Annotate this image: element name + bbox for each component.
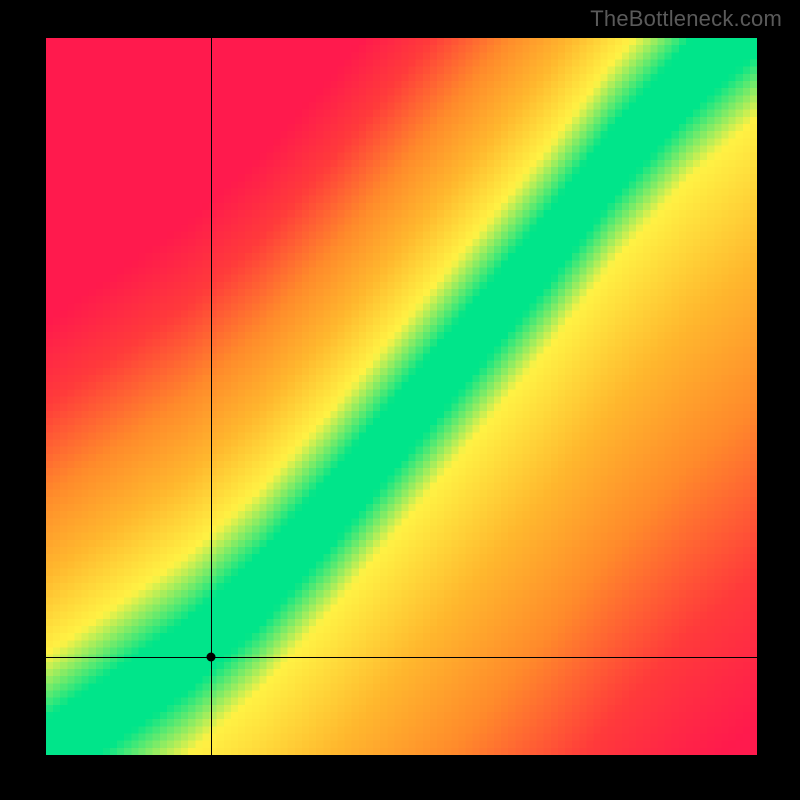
- heatmap-canvas: [46, 38, 757, 755]
- crosshair-vertical: [211, 38, 212, 755]
- crosshair-horizontal: [46, 657, 757, 658]
- watermark-text: TheBottleneck.com: [590, 6, 782, 32]
- crosshair-marker-dot: [206, 652, 215, 661]
- heatmap-plot-area: [46, 38, 757, 755]
